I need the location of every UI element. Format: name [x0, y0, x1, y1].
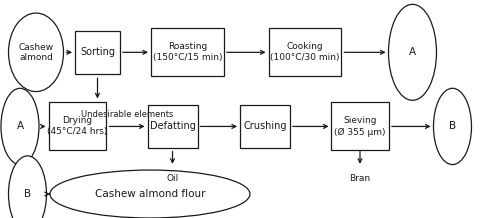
Text: B: B [24, 189, 31, 199]
Text: A: A [409, 47, 416, 57]
Ellipse shape [8, 13, 64, 92]
Text: A: A [16, 121, 24, 131]
FancyBboxPatch shape [269, 28, 341, 76]
FancyBboxPatch shape [151, 28, 224, 76]
Text: Sorting: Sorting [80, 47, 115, 57]
Text: Cashew almond flour: Cashew almond flour [95, 189, 206, 199]
FancyBboxPatch shape [240, 105, 290, 148]
Text: Sieving
(Ø 355 μm): Sieving (Ø 355 μm) [334, 116, 386, 137]
FancyBboxPatch shape [148, 105, 198, 148]
Text: Bran: Bran [350, 174, 370, 183]
Text: Crushing: Crushing [243, 121, 287, 131]
FancyBboxPatch shape [75, 31, 120, 74]
Ellipse shape [388, 4, 436, 100]
FancyBboxPatch shape [331, 102, 389, 150]
Text: Roasting
(150°C/15 min): Roasting (150°C/15 min) [153, 42, 222, 62]
Text: Cooking
(100°C/30 min): Cooking (100°C/30 min) [270, 42, 340, 62]
Text: Cashew
almond: Cashew almond [18, 43, 54, 62]
Text: Defatting: Defatting [150, 121, 196, 131]
Text: B: B [449, 121, 456, 131]
Ellipse shape [1, 88, 39, 165]
Ellipse shape [8, 156, 46, 218]
Text: Drying
(45°C/24 hrs): Drying (45°C/24 hrs) [48, 116, 108, 136]
Text: Oil: Oil [166, 174, 178, 183]
FancyBboxPatch shape [49, 102, 106, 150]
Ellipse shape [434, 88, 472, 165]
Ellipse shape [50, 170, 250, 218]
Text: Undesirable elements: Undesirable elements [82, 110, 174, 119]
